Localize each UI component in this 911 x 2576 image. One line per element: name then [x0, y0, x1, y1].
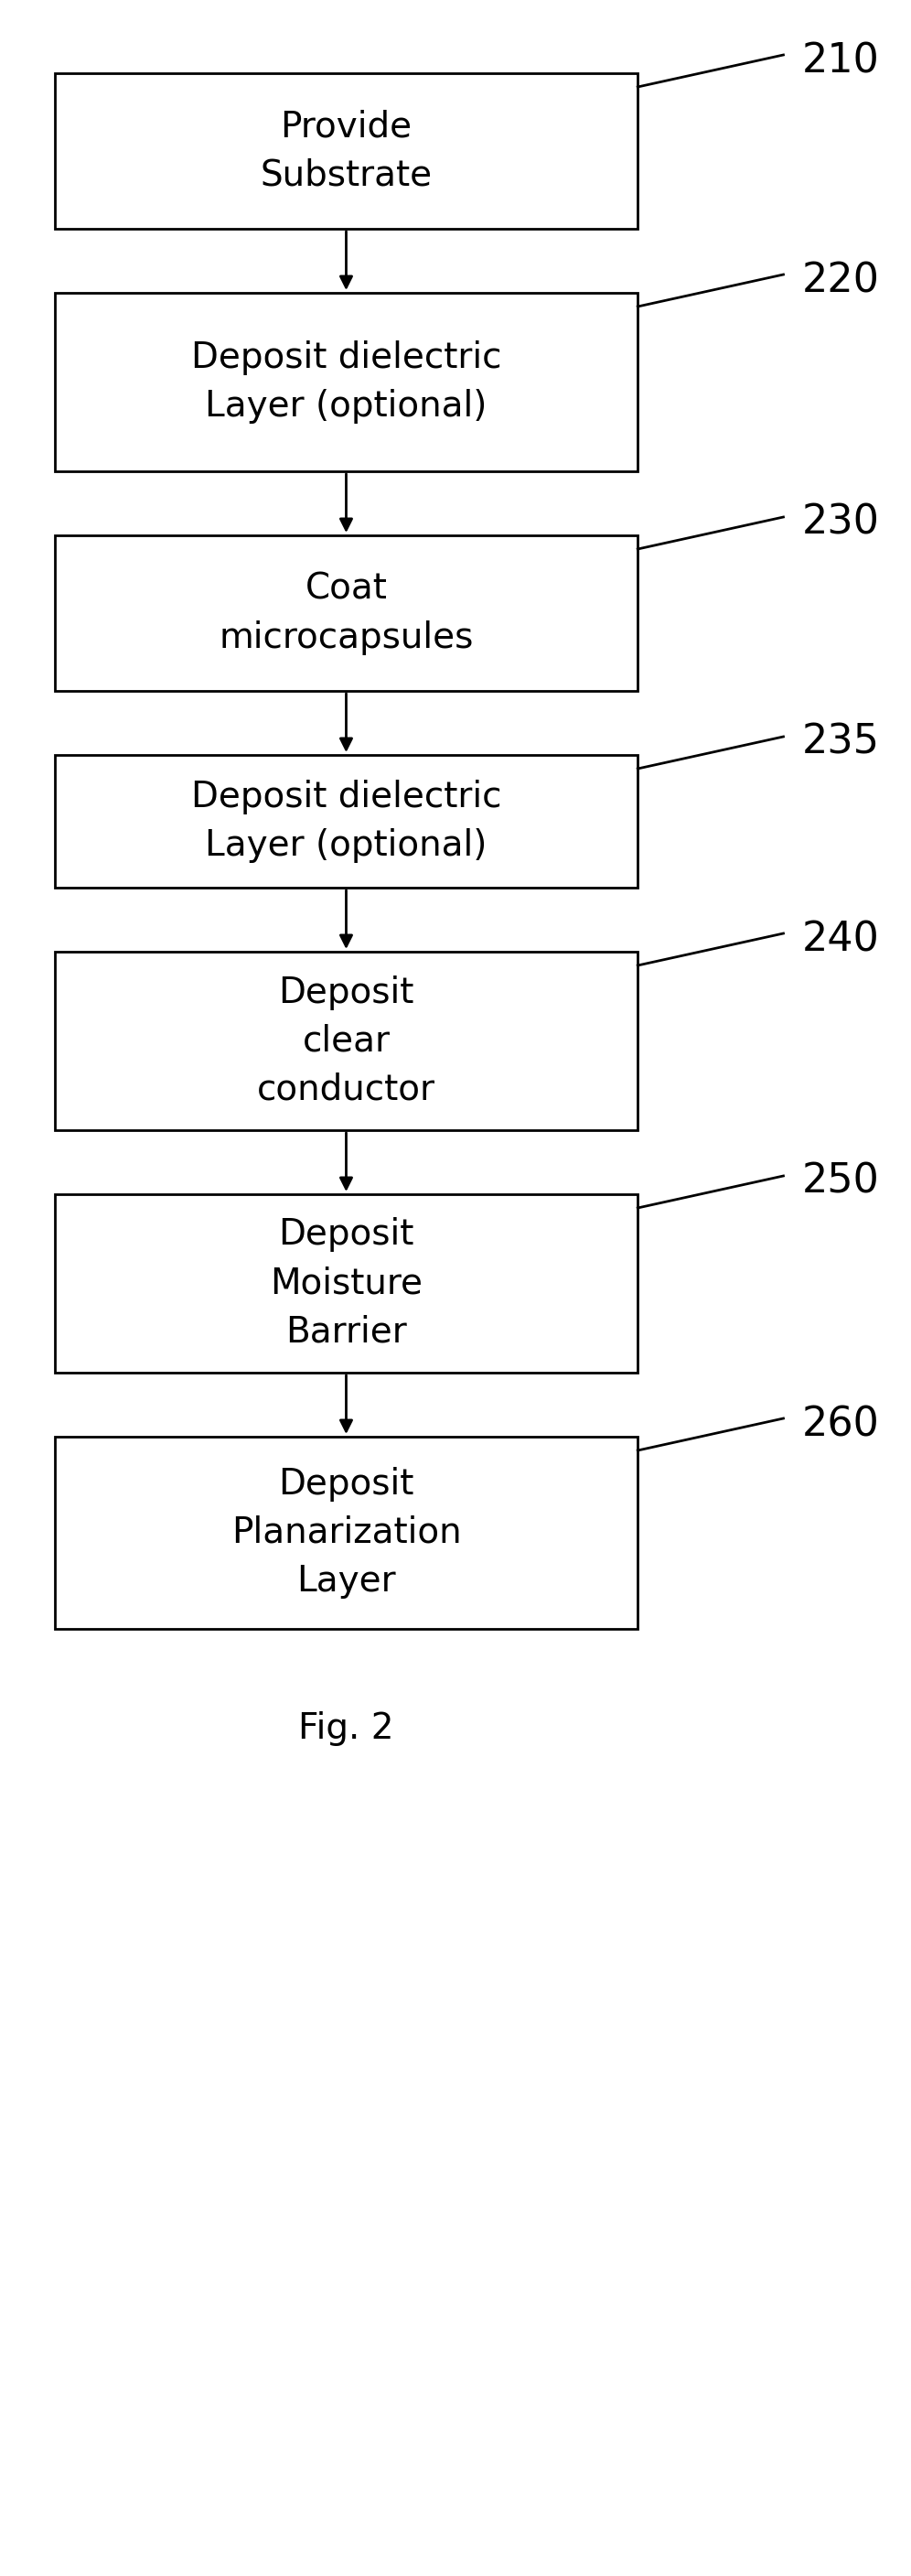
Bar — [55, 536, 638, 690]
Bar — [55, 1195, 638, 1373]
Text: Deposit dielectric
Layer (optional): Deposit dielectric Layer (optional) — [191, 340, 501, 422]
Text: 230: 230 — [802, 502, 879, 544]
Bar — [55, 951, 638, 1131]
Text: Fig. 2: Fig. 2 — [299, 1710, 394, 1747]
Text: 210: 210 — [802, 41, 879, 80]
Text: Deposit dielectric
Layer (optional): Deposit dielectric Layer (optional) — [191, 781, 501, 863]
Text: Provide
Substrate: Provide Substrate — [261, 108, 432, 193]
Text: 260: 260 — [802, 1404, 879, 1445]
Text: 220: 220 — [802, 260, 879, 301]
Bar — [55, 294, 638, 471]
Bar — [55, 1437, 638, 1628]
Text: Deposit
clear
conductor: Deposit clear conductor — [257, 976, 435, 1108]
Bar — [55, 755, 638, 889]
Text: 250: 250 — [802, 1162, 879, 1200]
Bar — [55, 72, 638, 229]
Text: 235: 235 — [802, 724, 879, 762]
Text: Deposit
Moisture
Barrier: Deposit Moisture Barrier — [270, 1218, 423, 1350]
Text: Coat
microcapsules: Coat microcapsules — [219, 572, 474, 654]
Text: Deposit
Planarization
Layer: Deposit Planarization Layer — [231, 1466, 461, 1600]
Text: 240: 240 — [802, 920, 879, 958]
